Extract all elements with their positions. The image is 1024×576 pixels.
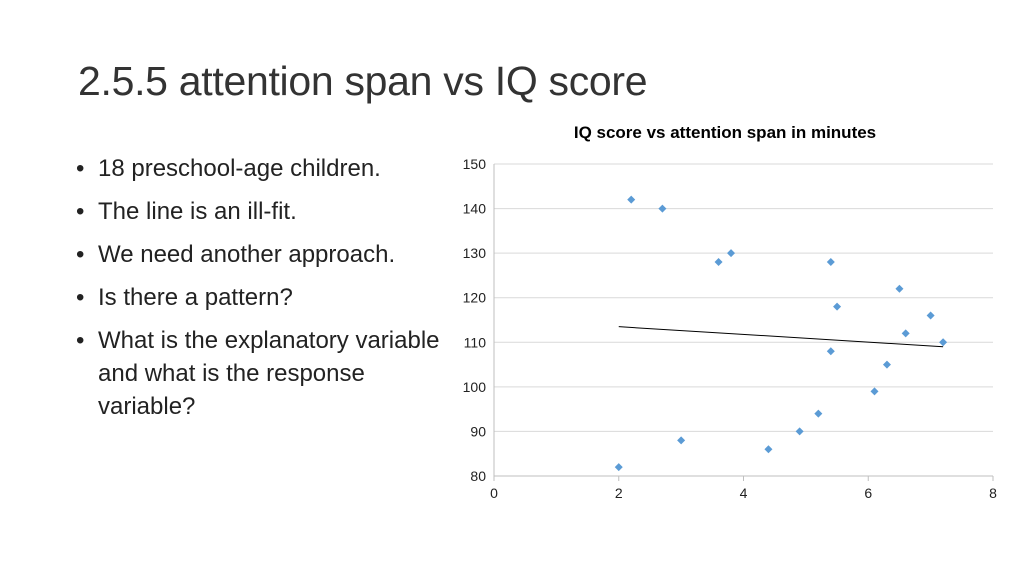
axes xyxy=(493,164,993,477)
trendline-group xyxy=(618,326,944,348)
data-point xyxy=(714,258,723,267)
x-tick-label: 8 xyxy=(989,485,997,501)
data-point xyxy=(727,249,736,258)
data-point xyxy=(627,195,636,204)
data-point xyxy=(677,436,686,445)
x-tick-label: 6 xyxy=(864,485,872,501)
data-point xyxy=(826,258,835,267)
data-point xyxy=(926,311,935,320)
data-point xyxy=(814,409,823,418)
data-point xyxy=(870,387,879,396)
y-tick-label: 80 xyxy=(470,468,486,484)
y-tick-label: 130 xyxy=(463,245,487,261)
data-points xyxy=(614,195,948,472)
chart-svg: IQ score vs attention span in minutes 80… xyxy=(463,123,997,501)
gridlines xyxy=(494,163,993,432)
bullet-item: We need another approach. xyxy=(76,238,446,271)
x-axis-ticks: 0 2 4 6 8 xyxy=(490,476,997,501)
y-tick-label: 140 xyxy=(463,201,487,217)
y-tick-label: 120 xyxy=(463,290,487,306)
x-tick-label: 0 xyxy=(490,485,498,501)
data-point xyxy=(833,302,842,311)
trendline xyxy=(618,326,944,348)
scatter-chart: IQ score vs attention span in minutes 80… xyxy=(440,118,1010,518)
y-tick-label: 100 xyxy=(463,379,487,395)
bullet-item: What is the explanatory variable and wha… xyxy=(76,324,446,423)
bullet-item: The line is an ill-fit. xyxy=(76,195,446,228)
y-tick-label: 150 xyxy=(463,156,487,172)
chart-title: IQ score vs attention span in minutes xyxy=(574,123,876,142)
data-point xyxy=(882,360,891,369)
slide-title: 2.5.5 attention span vs IQ score xyxy=(78,58,648,104)
bullet-item: Is there a pattern? xyxy=(76,281,446,314)
data-point xyxy=(939,338,948,347)
x-tick-label: 4 xyxy=(740,485,748,501)
data-point xyxy=(795,427,804,436)
x-tick-label: 2 xyxy=(615,485,623,501)
data-point xyxy=(895,284,904,293)
data-point xyxy=(764,445,773,454)
data-point xyxy=(901,329,910,338)
data-point xyxy=(658,204,667,213)
bullet-list: 18 preschool-age children. The line is a… xyxy=(76,152,446,433)
data-point xyxy=(614,463,623,472)
y-axis-ticks: 80 90 100 110 120 130 140 150 xyxy=(463,156,487,484)
data-point xyxy=(826,347,835,356)
y-tick-label: 110 xyxy=(464,334,487,350)
bullet-item: 18 preschool-age children. xyxy=(76,152,446,185)
y-tick-label: 90 xyxy=(470,423,486,439)
